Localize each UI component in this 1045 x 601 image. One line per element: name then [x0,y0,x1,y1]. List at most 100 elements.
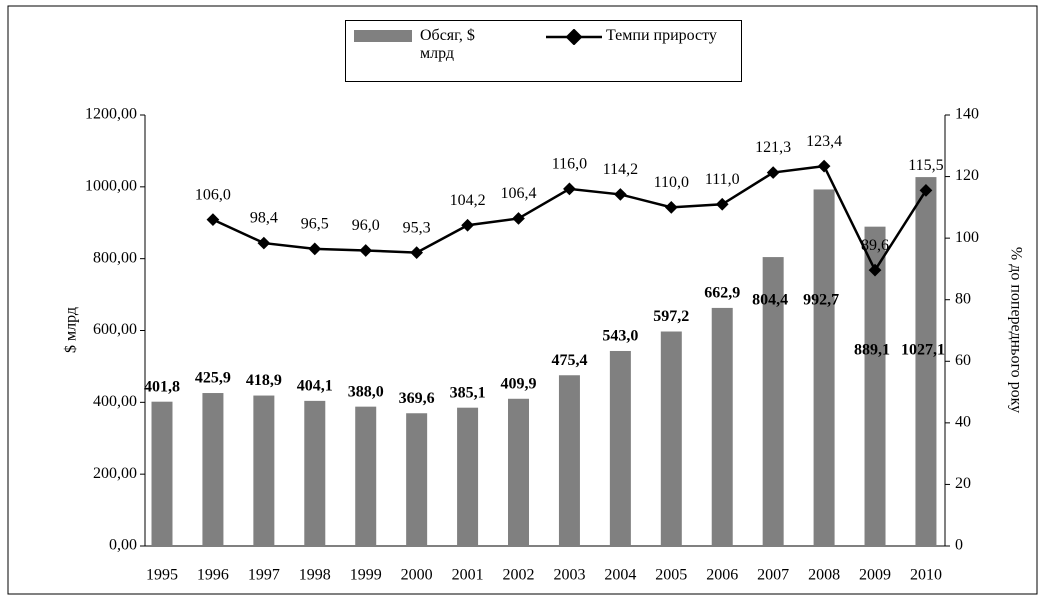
bar [609,350,631,546]
bar [151,401,173,546]
bar [813,189,835,546]
bar [558,375,580,546]
bar [508,398,530,546]
x-tick-label: 2007 [757,567,789,584]
y-tick-label: 200,00 [93,465,137,482]
bar-label: 662,9 [704,285,740,302]
x-tick-label: 2001 [452,567,484,584]
line-marker [257,236,271,250]
line-marker [512,212,525,225]
y2-tick-label: 100 [955,229,979,246]
line-label: 95,3 [403,219,431,236]
x-tick-label: 2005 [655,567,687,584]
line-marker [766,166,780,179]
x-tick-label: 1997 [248,567,280,584]
line-marker [817,159,831,173]
bar-label: 401,8 [144,378,180,395]
line-marker [308,242,322,256]
line-marker [614,188,627,201]
legend-item: Темпи приросту [546,27,717,46]
bar [864,226,886,546]
y-tick-label: 1000,00 [85,178,137,195]
bar-label: 597,2 [653,308,689,325]
bar [915,177,937,546]
bar-label: 404,1 [297,378,333,395]
bar-label: 369,6 [399,390,435,407]
x-tick-label: 1998 [299,567,331,584]
bar-label: 992,7 [803,292,839,309]
line-marker [715,197,729,211]
line-marker [461,218,474,232]
y-tick-label: 1200,00 [85,106,137,123]
line-marker [359,244,373,257]
y-tick-label: 0,00 [109,537,137,554]
legend-label: Обсяг, $ млрд [420,27,475,62]
x-tick-label: 1995 [146,567,178,584]
bar [202,393,224,546]
bar [304,400,326,546]
line-label: 114,2 [603,161,638,178]
bar [660,331,682,546]
line-label: 111,0 [705,171,740,188]
bar-label: 475,4 [551,352,587,369]
line-label: 104,2 [450,192,486,209]
line-label: 96,5 [301,216,329,233]
bar-label: 409,9 [501,375,537,392]
line-label: 110,0 [654,174,689,191]
bar-label: 543,0 [602,328,638,345]
x-tick-label: 2006 [706,567,738,584]
line-label: 106,0 [195,186,231,203]
frame [7,5,1038,595]
y2-axis-label: % до попереднього року [1007,247,1024,413]
line-label: 98,4 [250,210,278,227]
legend-item: Обсяг, $ млрд [354,27,480,63]
y2-tick-label: 140 [955,106,979,123]
line-label: 123,4 [806,133,842,150]
line-label: 106,4 [501,185,537,202]
bar [253,395,275,546]
y2-tick-label: 0 [955,537,963,554]
x-tick-label: 2010 [910,567,942,584]
y-tick-label: 600,00 [93,321,137,338]
y2-tick-label: 20 [955,475,971,492]
bar-label: 425,9 [195,370,231,387]
bar [457,407,479,546]
x-tick-label: 2000 [401,567,433,584]
bar [711,307,733,546]
bar [355,406,377,546]
x-tick-label: 1999 [350,567,382,584]
x-tick-label: 2008 [808,567,840,584]
x-tick-label: 2003 [553,567,585,584]
bar-label: 388,0 [348,383,384,400]
line-marker [410,246,424,259]
line-marker [206,213,220,227]
bar-label: 1027,1 [901,342,945,359]
x-tick-label: 1996 [197,567,229,584]
y2-tick-label: 80 [955,290,971,307]
y2-tick-label: 120 [955,167,979,184]
line-marker [664,200,678,214]
line-label: 121,3 [755,139,791,156]
legend-swatch [546,28,602,46]
line-label: 116,0 [552,156,587,173]
legend: Обсяг, $ млрд Темпи приросту [345,20,742,82]
x-tick-label: 2009 [859,567,891,584]
y-tick-label: 800,00 [93,249,137,266]
x-tick-label: 2004 [604,567,636,584]
y2-tick-label: 60 [955,352,971,369]
legend-label: Темпи приросту [606,27,717,44]
bar-label: 385,1 [450,384,486,401]
line-label: 89,6 [861,237,889,254]
legend-swatch [354,30,412,42]
y2-tick-label: 40 [955,414,971,431]
y-axis-label: $ млрд [63,307,80,353]
line-label: 96,0 [352,217,380,234]
y-tick-label: 400,00 [93,393,137,410]
bar-label: 804,4 [752,292,788,309]
x-tick-label: 2002 [503,567,535,584]
line-label: 115,5 [908,157,943,174]
bar [406,413,428,546]
bar-label: 889,1 [854,342,890,359]
